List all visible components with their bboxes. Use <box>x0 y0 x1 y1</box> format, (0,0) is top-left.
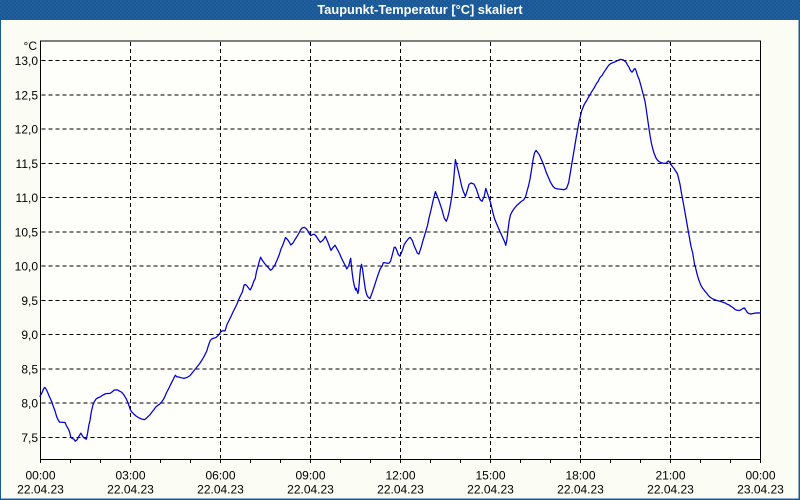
svg-text:10,5: 10,5 <box>15 225 39 239</box>
svg-text:22.04.23: 22.04.23 <box>287 483 334 497</box>
svg-text:22.04.23: 22.04.23 <box>467 483 514 497</box>
svg-text:8,0: 8,0 <box>21 397 38 411</box>
svg-text:03:00: 03:00 <box>115 469 145 483</box>
svg-text:Taupunkt-Temperatur [°C] skali: Taupunkt-Temperatur [°C] skaliert <box>317 2 523 17</box>
svg-text:°C: °C <box>24 39 38 53</box>
svg-text:22.04.23: 22.04.23 <box>17 483 64 497</box>
svg-text:12:00: 12:00 <box>385 469 415 483</box>
svg-text:22.04.23: 22.04.23 <box>647 483 694 497</box>
svg-text:11,0: 11,0 <box>16 191 39 205</box>
svg-text:12,0: 12,0 <box>15 123 39 137</box>
svg-text:10,0: 10,0 <box>15 260 39 274</box>
svg-text:22.04.23: 22.04.23 <box>377 483 424 497</box>
svg-text:22.04.23: 22.04.23 <box>557 483 604 497</box>
svg-text:7,5: 7,5 <box>21 431 38 445</box>
svg-text:18:00: 18:00 <box>565 469 595 483</box>
svg-text:8,5: 8,5 <box>21 362 38 376</box>
svg-text:12,5: 12,5 <box>15 88 39 102</box>
svg-text:15:00: 15:00 <box>475 469 505 483</box>
svg-text:9,5: 9,5 <box>21 294 38 308</box>
svg-text:13,0: 13,0 <box>15 54 39 68</box>
svg-text:09:00: 09:00 <box>295 469 325 483</box>
svg-text:9,0: 9,0 <box>21 328 38 342</box>
svg-text:23.04.23: 23.04.23 <box>737 483 784 497</box>
svg-text:22.04.23: 22.04.23 <box>197 483 244 497</box>
svg-text:00:00: 00:00 <box>25 469 55 483</box>
svg-text:21:00: 21:00 <box>655 469 685 483</box>
svg-text:22.04.23: 22.04.23 <box>107 483 154 497</box>
svg-text:00:00: 00:00 <box>745 469 775 483</box>
svg-text:06:00: 06:00 <box>205 469 235 483</box>
svg-text:11,5: 11,5 <box>16 157 39 171</box>
